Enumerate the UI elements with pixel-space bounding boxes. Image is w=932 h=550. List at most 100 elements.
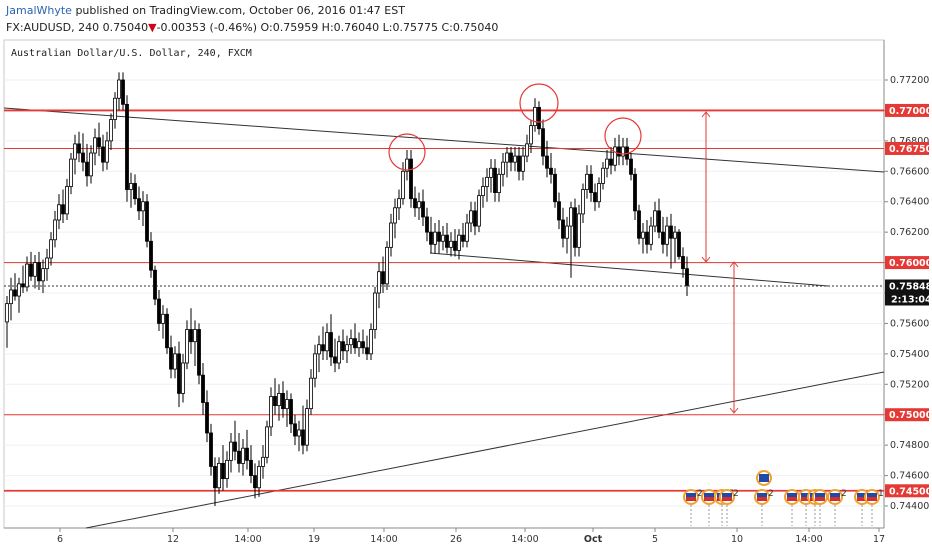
candle-body [265, 426, 269, 458]
lower-support-trendline [85, 371, 885, 529]
candle [477, 189, 481, 233]
candlesticks [5, 72, 689, 506]
candle [333, 338, 337, 373]
candle-body [193, 329, 197, 343]
author-link[interactable]: JamalWhyte [6, 4, 72, 17]
candle [169, 335, 173, 379]
head-circle [519, 83, 559, 123]
candle [41, 259, 45, 293]
candle-body [89, 152, 93, 177]
candle-body [569, 207, 573, 227]
candle-body [453, 240, 457, 251]
candle-body [93, 137, 97, 154]
candle [21, 265, 25, 293]
flag-icon [801, 493, 811, 497]
candle-body [353, 338, 357, 349]
candle [345, 335, 349, 363]
candle-body [117, 79, 121, 99]
candle [473, 201, 477, 236]
neckline [429, 252, 829, 287]
candle-body [189, 329, 193, 343]
flag-icon [722, 493, 732, 497]
candle [285, 390, 289, 427]
candle-body [661, 231, 665, 245]
candle [341, 329, 345, 360]
flag-icon [815, 493, 825, 497]
candle [565, 216, 569, 254]
candle-body [277, 393, 281, 406]
candle [157, 289, 161, 332]
candle-body [293, 423, 297, 437]
event-flag[interactable]: 2 [754, 489, 774, 526]
candle [49, 232, 53, 266]
candle-body [557, 201, 561, 221]
candle-body [333, 356, 337, 364]
candle-body [369, 329, 373, 355]
candle [201, 362, 205, 415]
y-tick-label: 0.74400 [890, 501, 929, 512]
candle [465, 213, 469, 248]
event-flag[interactable]: 2 [827, 489, 847, 526]
candle [681, 247, 685, 278]
event-count: 2 [733, 489, 739, 499]
candle-body [21, 283, 25, 288]
y-tick-label: 0.74800 [890, 440, 929, 451]
candle [517, 146, 521, 181]
event-flag[interactable] [756, 470, 772, 486]
candle [409, 149, 413, 208]
candle-body [461, 234, 465, 242]
candle [17, 277, 21, 313]
candle-body [389, 222, 393, 248]
candle [93, 128, 97, 166]
candle-body [133, 183, 137, 200]
event-flag[interactable]: 2 [719, 489, 739, 526]
candle-body [673, 231, 677, 239]
candle-body [297, 429, 301, 437]
candle [101, 134, 105, 172]
candle [549, 153, 553, 184]
candle [273, 378, 277, 415]
price-level-labels: 0.77000 0.76750 0.76000 0.75000 0.74500 0.758… [885, 103, 932, 498]
candle [657, 198, 661, 239]
candle-body [181, 362, 185, 394]
candle-body [385, 246, 389, 285]
event-flag[interactable]: 1 [864, 489, 884, 526]
candle-body [317, 344, 321, 355]
candle-body [145, 201, 149, 242]
candle [509, 146, 513, 172]
candle-body [581, 189, 585, 215]
event-flag[interactable]: 2 [683, 489, 703, 526]
candle-body [629, 158, 633, 175]
candle-body [565, 225, 569, 239]
candle [537, 101, 541, 135]
candle [557, 192, 561, 230]
plot-area [3, 39, 885, 529]
candle-body [177, 353, 181, 394]
candle [577, 204, 581, 257]
candle-body [241, 447, 245, 464]
flag-stripe [757, 497, 767, 501]
right-shoulder-circle [604, 117, 642, 155]
candle [617, 134, 621, 166]
candle [241, 439, 245, 476]
candle [185, 320, 189, 370]
candle [441, 226, 445, 251]
event-count: 2 [697, 489, 703, 499]
candle-body [605, 158, 609, 169]
candle-body [109, 119, 113, 142]
candle-body [17, 283, 21, 297]
level-price-tag [885, 256, 929, 270]
candle-body [573, 207, 577, 248]
candle-body [401, 170, 405, 200]
current-price-text: 0.75848 [889, 282, 932, 293]
candle-body [77, 143, 81, 154]
candle [673, 226, 677, 263]
candle [189, 308, 193, 354]
candle-body [441, 234, 445, 242]
candle-body [65, 186, 69, 215]
candle-body [97, 137, 101, 148]
economic-events[interactable]: 2722231 [683, 470, 884, 526]
candle [605, 149, 609, 178]
